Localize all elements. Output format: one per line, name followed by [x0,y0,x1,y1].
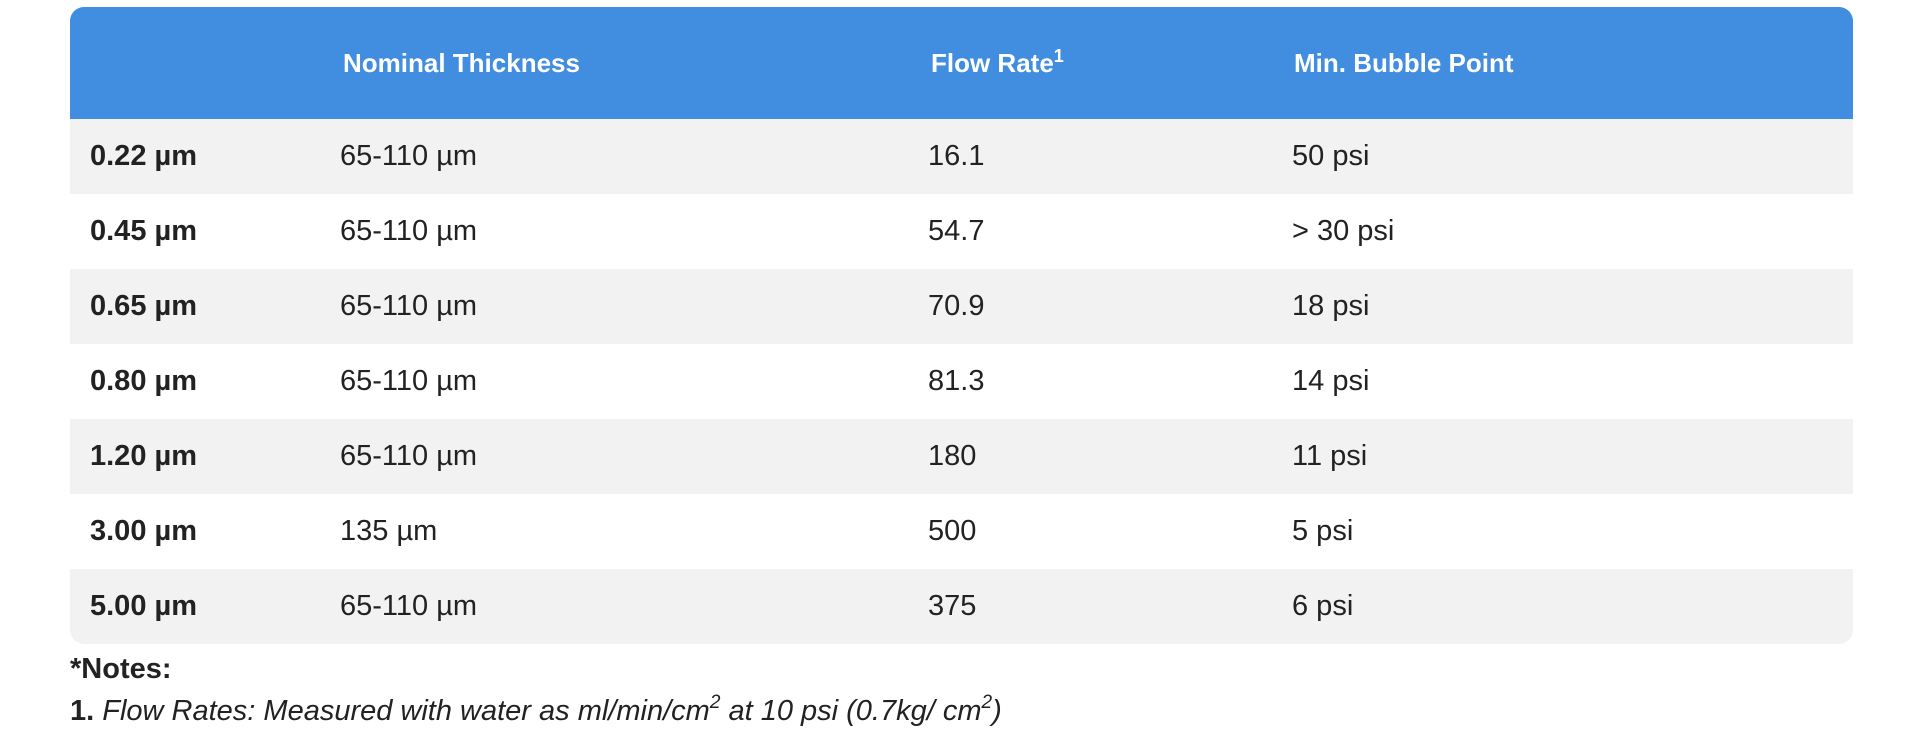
note-text-a: Flow Rates: Measured with water as ml/mi… [102,695,710,727]
note-superscript-a: 2 [709,692,721,713]
table-row: 0.65 µm 65-110 µm 70.9 18 psi [70,269,1853,344]
cell-thickness: 135 µm [340,494,928,569]
cell-bubble-point: 50 psi [1292,119,1853,194]
cell-thickness: 65-110 µm [340,119,928,194]
cell-flow-rate: 81.3 [928,344,1292,419]
cell-thickness: 65-110 µm [340,194,928,269]
cell-pore-size: 0.65 µm [70,269,340,344]
table-row: 0.80 µm 65-110 µm 81.3 14 psi [70,344,1853,419]
spec-table: Nominal Thickness Flow Rate1 Min. Bubble… [70,7,1853,644]
header-bubble: Min. Bubble Point [1292,7,1853,119]
header-flow: Flow Rate1 [928,7,1292,119]
header-flow-label: Flow Rate [931,47,1054,78]
header-size [70,7,340,119]
cell-pore-size: 3.00 µm [70,494,340,569]
cell-bubble-point: 6 psi [1292,569,1853,644]
cell-flow-rate: 500 [928,494,1292,569]
cell-pore-size: 0.80 µm [70,344,340,419]
table-row: 3.00 µm 135 µm 500 5 psi [70,494,1853,569]
cell-pore-size: 0.45 µm [70,194,340,269]
cell-flow-rate: 54.7 [928,194,1292,269]
header-flow-footnote-marker: 1 [1053,45,1064,66]
note-text-b: at 10 psi (0.7kg/ cm [720,695,982,727]
cell-thickness: 65-110 µm [340,569,928,644]
note-text-c: ) [992,695,1002,727]
table-header-row: Nominal Thickness Flow Rate1 Min. Bubble… [70,7,1853,119]
note-superscript-b: 2 [981,692,993,713]
table-row: 0.22 µm 65-110 µm 16.1 50 psi [70,119,1853,194]
header-thickness: Nominal Thickness [340,7,928,119]
table-body: 0.22 µm 65-110 µm 16.1 50 psi 0.45 µm 65-110 … [70,119,1853,644]
table-row: 0.45 µm 65-110 µm 54.7 > 30 psi [70,194,1853,269]
cell-thickness: 65-110 µm [340,269,928,344]
table-row: 5.00 µm 65-110 µm 375 6 psi [70,569,1853,644]
cell-flow-rate: 375 [928,569,1292,644]
cell-flow-rate: 180 [928,419,1292,494]
note-item: 1. Flow Rates: Measured with water as ml… [70,690,1853,732]
cell-pore-size: 5.00 µm [70,569,340,644]
notes-title: *Notes: [70,653,172,685]
spec-table-container: Nominal Thickness Flow Rate1 Min. Bubble… [70,7,1853,732]
cell-bubble-point: 18 psi [1292,269,1853,344]
cell-flow-rate: 16.1 [928,119,1292,194]
cell-bubble-point: > 30 psi [1292,194,1853,269]
cell-bubble-point: 14 psi [1292,344,1853,419]
cell-thickness: 65-110 µm [340,344,928,419]
cell-bubble-point: 11 psi [1292,419,1853,494]
cell-flow-rate: 70.9 [928,269,1292,344]
notes-section: *Notes: 1. Flow Rates: Measured with wat… [70,648,1853,732]
cell-thickness: 65-110 µm [340,419,928,494]
table-row: 1.20 µm 65-110 µm 180 11 psi [70,419,1853,494]
cell-pore-size: 0.22 µm [70,119,340,194]
note-number: 1. [70,695,95,727]
cell-bubble-point: 5 psi [1292,494,1853,569]
header-thickness-label: Nominal Thickness [343,47,580,78]
cell-pore-size: 1.20 µm [70,419,340,494]
header-bubble-label: Min. Bubble Point [1294,47,1514,78]
